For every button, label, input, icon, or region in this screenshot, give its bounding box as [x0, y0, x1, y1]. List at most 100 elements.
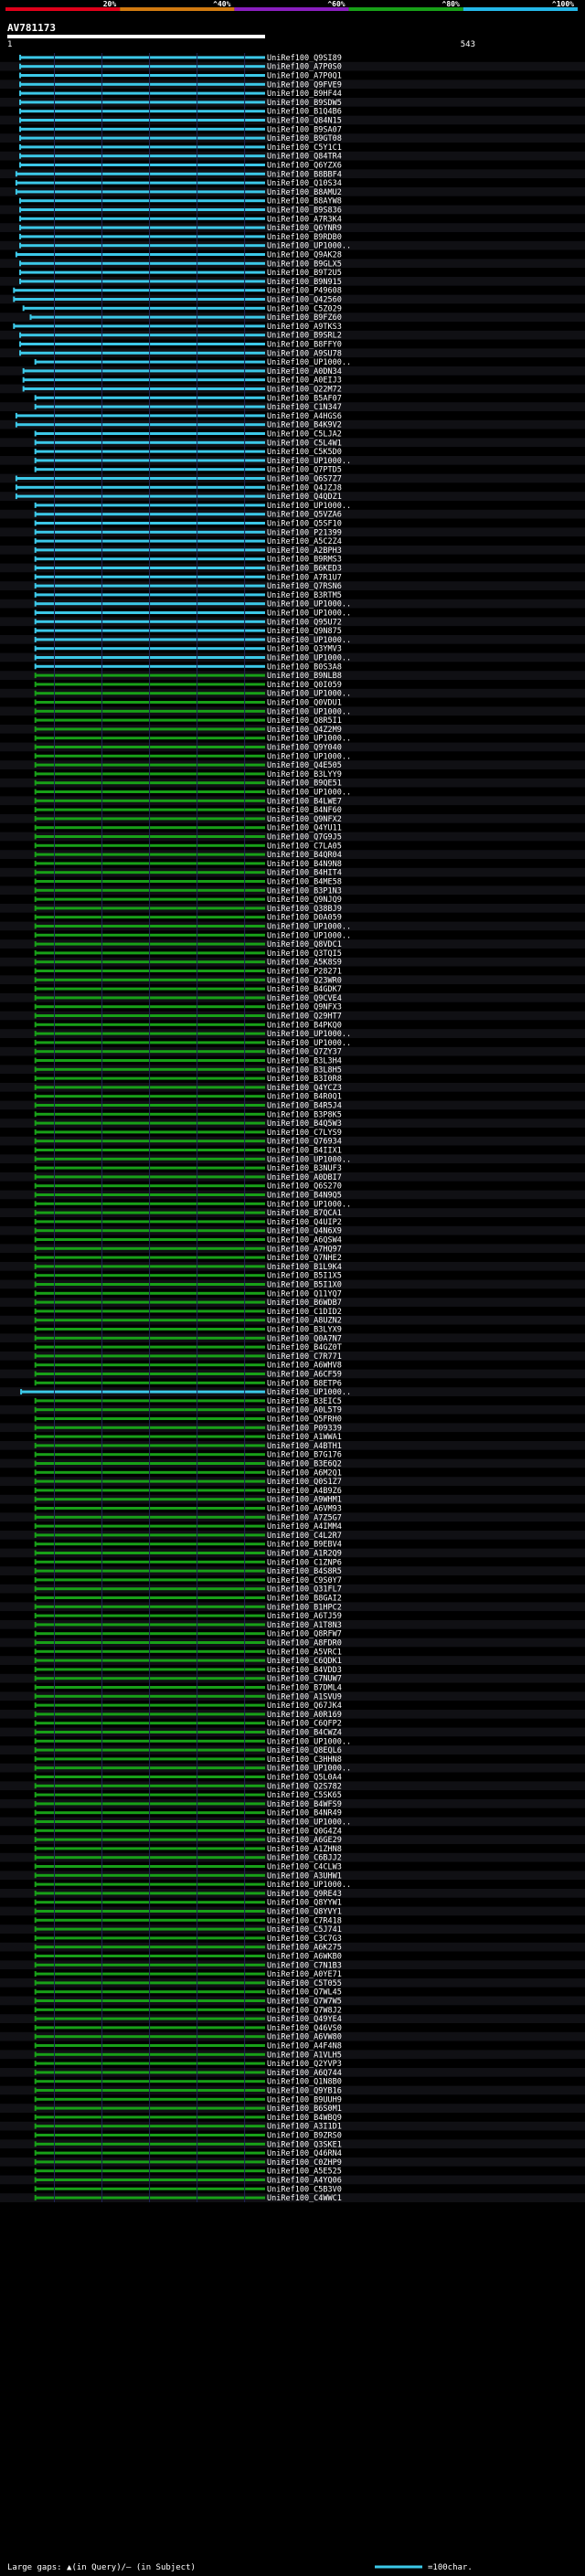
alignment-row[interactable]: UniRef100_Q7RSN6	[0, 581, 585, 591]
alignment-row[interactable]: UniRef100_A4B9Z6	[0, 1486, 585, 1496]
alignment-row[interactable]: UniRef100_Q6S270	[0, 1181, 585, 1192]
alignment-row[interactable]: UniRef100_A7R3K4	[0, 214, 585, 224]
alignment-row[interactable]: UniRef100_B7DML4	[0, 1682, 585, 1693]
alignment-row[interactable]: UniRef100_A6QSW4	[0, 1235, 585, 1246]
alignment-row[interactable]: UniRef100_C7R771	[0, 1352, 585, 1362]
alignment-row[interactable]: UniRef100_C5SK65	[0, 1790, 585, 1800]
alignment-row[interactable]: UniRef100_P09339	[0, 1423, 585, 1433]
alignment-row[interactable]: UniRef100_Q6YNR9	[0, 223, 585, 233]
alignment-row[interactable]: UniRef100_Q3SKE1	[0, 2139, 585, 2149]
alignment-row[interactable]: UniRef100_A6K275	[0, 1942, 585, 1953]
alignment-row[interactable]: UniRef100_Q29HT7	[0, 1011, 585, 1022]
alignment-row[interactable]: UniRef100_UP1000..	[0, 1029, 585, 1039]
alignment-row[interactable]: UniRef100_A6GE29	[0, 1835, 585, 1845]
alignment-row[interactable]: UniRef100_A6TJ59	[0, 1611, 585, 1621]
alignment-row[interactable]: UniRef100_Q9NJQ9	[0, 895, 585, 905]
alignment-row[interactable]: UniRef100_UP1000..	[0, 1763, 585, 1774]
alignment-row[interactable]: UniRef100_Q84TR4	[0, 151, 585, 162]
alignment-row[interactable]: UniRef100_Q5VZA6	[0, 509, 585, 520]
alignment-row[interactable]: UniRef100_A6WHV8	[0, 1360, 585, 1371]
alignment-row[interactable]: UniRef100_C7LYS9	[0, 1128, 585, 1138]
alignment-row[interactable]: UniRef100_Q38BJ9	[0, 904, 585, 914]
alignment-row[interactable]: UniRef100_B8AYW8	[0, 196, 585, 207]
alignment-row[interactable]: UniRef100_C3C7G3	[0, 1934, 585, 1944]
alignment-row[interactable]: UniRef100_UP1000..	[0, 1199, 585, 1209]
alignment-row[interactable]: UniRef100_UP1000..	[0, 751, 585, 761]
alignment-row[interactable]: UniRef100_Q8YYW1	[0, 1897, 585, 1908]
alignment-row[interactable]: UniRef100_Q4N6X9	[0, 1225, 585, 1236]
alignment-row[interactable]: UniRef100_Q46RN4	[0, 2148, 585, 2158]
alignment-row[interactable]: UniRef100_B5AF07	[0, 393, 585, 403]
alignment-row[interactable]: UniRef100_A1VLH5	[0, 2050, 585, 2060]
alignment-row[interactable]: UniRef100_A5K8S9	[0, 957, 585, 968]
alignment-row[interactable]: UniRef100_D0A059	[0, 912, 585, 923]
alignment-row[interactable]: UniRef100_Q0I059	[0, 680, 585, 690]
alignment-row[interactable]: UniRef100_A7P0S0	[0, 61, 585, 72]
alignment-row[interactable]: UniRef100_B1Q4B6	[0, 106, 585, 117]
alignment-row[interactable]: UniRef100_A4YQ06	[0, 2175, 585, 2186]
alignment-row[interactable]: UniRef100_C1N347	[0, 402, 585, 412]
alignment-row[interactable]: UniRef100_B4R5J4	[0, 1100, 585, 1111]
alignment-row[interactable]: UniRef100_UP1000..	[0, 688, 585, 699]
alignment-row[interactable]: UniRef100_C6BJJ2	[0, 1852, 585, 1863]
alignment-row[interactable]: UniRef100_B4R0Q1	[0, 1091, 585, 1102]
alignment-row[interactable]: UniRef100_A7P0Q1	[0, 70, 585, 81]
alignment-row[interactable]: UniRef100_A6M2Q1	[0, 1468, 585, 1478]
alignment-row[interactable]: UniRef100_Q8RFW7	[0, 1628, 585, 1639]
alignment-row[interactable]: UniRef100_C0ZHP9	[0, 2157, 585, 2168]
alignment-row[interactable]: UniRef100_Q9FVE9	[0, 80, 585, 90]
alignment-row[interactable]: UniRef100_A6VM93	[0, 1503, 585, 1514]
alignment-row[interactable]: UniRef100_A6WKB0	[0, 1951, 585, 1962]
alignment-row[interactable]: UniRef100_A3UHW1	[0, 1871, 585, 1881]
alignment-row[interactable]: UniRef100_Q8R5I1	[0, 716, 585, 726]
alignment-row[interactable]: UniRef100_B8ETP6	[0, 1378, 585, 1388]
alignment-row[interactable]: UniRef100_B7QCA1	[0, 1208, 585, 1218]
alignment-row[interactable]: UniRef100_A1ZHN8	[0, 1844, 585, 1854]
alignment-row[interactable]: UniRef100_B4NF60	[0, 805, 585, 815]
alignment-row[interactable]: UniRef100_B9UUH9	[0, 2094, 585, 2104]
alignment-row[interactable]: UniRef100_Q46VS0	[0, 2023, 585, 2033]
alignment-row[interactable]: UniRef100_UP1000..	[0, 1817, 585, 1828]
alignment-row[interactable]: UniRef100_Q7G9J5	[0, 832, 585, 843]
alignment-row[interactable]: UniRef100_A2BPH3	[0, 546, 585, 556]
alignment-row[interactable]: UniRef100_UP1000..	[0, 1154, 585, 1164]
alignment-row[interactable]: UniRef100_C7NUW7	[0, 1673, 585, 1684]
alignment-row[interactable]: UniRef100_Q8EQL6	[0, 1745, 585, 1755]
alignment-row[interactable]: UniRef100_A0R169	[0, 1710, 585, 1720]
alignment-row[interactable]: UniRef100_UP1000..	[0, 501, 585, 511]
alignment-row[interactable]: UniRef100_Q7W8J2	[0, 2005, 585, 2015]
alignment-row[interactable]: UniRef100_A5VRC1	[0, 1647, 585, 1657]
alignment-row[interactable]: UniRef100_B9N915	[0, 277, 585, 287]
alignment-row[interactable]: UniRef100_C7N1B3	[0, 1960, 585, 1970]
alignment-row[interactable]: UniRef100_Q4YCZ3	[0, 1083, 585, 1093]
alignment-row[interactable]: UniRef100_A1R2Q9	[0, 1548, 585, 1559]
alignment-row[interactable]: UniRef100_B4GDK7	[0, 984, 585, 994]
alignment-row[interactable]: UniRef100_C3HHN8	[0, 1754, 585, 1765]
alignment-row[interactable]: UniRef100_B4IIX1	[0, 1145, 585, 1156]
alignment-row[interactable]: UniRef100_Q6YZX6	[0, 160, 585, 171]
alignment-row[interactable]: UniRef100_A3I1D1	[0, 2121, 585, 2132]
alignment-row[interactable]: UniRef100_B9EBV4	[0, 1539, 585, 1550]
alignment-row[interactable]: UniRef100_B4Q5W3	[0, 1118, 585, 1129]
alignment-row[interactable]: UniRef100_Q6S7Z7	[0, 473, 585, 484]
alignment-row[interactable]: UniRef100_B4GZ0T	[0, 1342, 585, 1352]
alignment-row[interactable]: UniRef100_B9S836	[0, 205, 585, 216]
alignment-row[interactable]: UniRef100_UP1000..	[0, 930, 585, 940]
alignment-row[interactable]: UniRef100_B9GT08	[0, 133, 585, 143]
alignment-row[interactable]: UniRef100_B4LWE7	[0, 796, 585, 806]
alignment-row[interactable]: UniRef100_A0DN34	[0, 366, 585, 376]
alignment-row[interactable]: UniRef100_B8FFY0	[0, 339, 585, 350]
alignment-row[interactable]: UniRef100_A9WHM1	[0, 1494, 585, 1505]
alignment-row[interactable]: UniRef100_Q4YU11	[0, 822, 585, 833]
alignment-row[interactable]: UniRef100_B3P8K5	[0, 1109, 585, 1119]
alignment-row[interactable]: UniRef100_C5Z029	[0, 303, 585, 313]
alignment-row[interactable]: UniRef100_C5B3V0	[0, 2184, 585, 2194]
alignment-row[interactable]: UniRef100_B5I1X0	[0, 1279, 585, 1290]
alignment-row[interactable]: UniRef100_C4WWC1	[0, 2193, 585, 2203]
alignment-row[interactable]: UniRef100_B4N9N8	[0, 859, 585, 869]
alignment-row[interactable]: UniRef100_Q0G4Z4	[0, 1826, 585, 1836]
alignment-row[interactable]: UniRef100_B1L9K4	[0, 1262, 585, 1272]
alignment-row[interactable]: UniRef100_A0EIJ3	[0, 375, 585, 386]
alignment-row[interactable]: UniRef100_Q0A7N7	[0, 1333, 585, 1343]
alignment-row[interactable]: UniRef100_B9ZRS0	[0, 2130, 585, 2141]
